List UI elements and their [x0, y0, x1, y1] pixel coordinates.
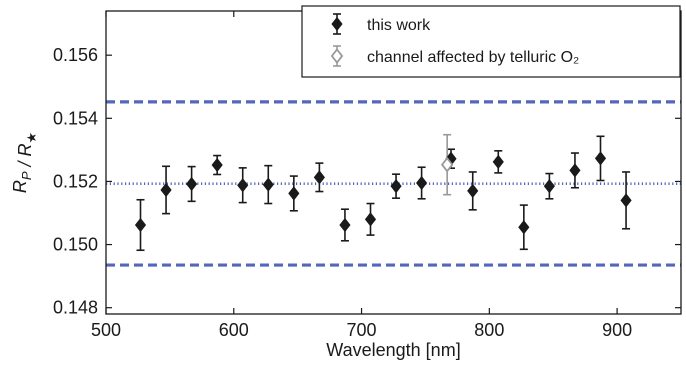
- data-point: [134, 217, 147, 233]
- error-bars: [136, 133, 631, 252]
- data-point: [467, 183, 479, 199]
- legend-label: this work: [367, 17, 431, 34]
- legend-marker: [330, 48, 344, 64]
- legend: this work channel affected by telluric O₂: [301, 5, 681, 78]
- legend-marker: [331, 16, 343, 32]
- axis-ticks: 500 600 700 800 900 0.148 0.150 0.152 0.154 0.156: [53, 11, 681, 340]
- y-tick-label: 0.154: [53, 108, 98, 128]
- legend-label: channel affected by telluric O₂: [367, 49, 579, 66]
- data-point: [492, 154, 504, 170]
- x-axis-label: Wavelength [nm]: [326, 340, 460, 360]
- data-point: [339, 217, 351, 233]
- data-point: [543, 179, 555, 194]
- x-tick-label: 700: [347, 320, 377, 340]
- data-point: [237, 178, 249, 193]
- legend-entries: this work channel affected by telluric O₂: [330, 13, 579, 67]
- reference-lines: [106, 100, 681, 267]
- x-tick-label: 900: [602, 320, 632, 340]
- data-point: [211, 157, 223, 173]
- data-point: [416, 175, 428, 191]
- data-point: [364, 212, 377, 227]
- data-point-telluric: [440, 156, 454, 173]
- data-point: [390, 179, 402, 194]
- y-tick-label: 0.148: [53, 298, 98, 318]
- data-point: [594, 151, 607, 166]
- data-markers: [134, 151, 632, 235]
- y-tick-label: 0.156: [53, 45, 98, 65]
- data-point: [186, 176, 198, 192]
- data-point: [288, 186, 300, 201]
- x-tick-label: 800: [474, 320, 504, 340]
- x-tick-label: 600: [219, 320, 249, 340]
- data-point: [518, 220, 530, 235]
- legend-box: [301, 5, 681, 78]
- y-axis-label: RP / R★: [10, 132, 39, 193]
- y-tick-label: 0.152: [53, 171, 98, 191]
- data-point: [569, 163, 581, 178]
- y-tick-label: 0.150: [53, 235, 98, 255]
- data-point: [262, 177, 274, 192]
- data-point: [313, 170, 325, 185]
- data-point: [620, 193, 632, 208]
- x-tick-label: 500: [91, 320, 121, 340]
- data-point: [160, 182, 172, 198]
